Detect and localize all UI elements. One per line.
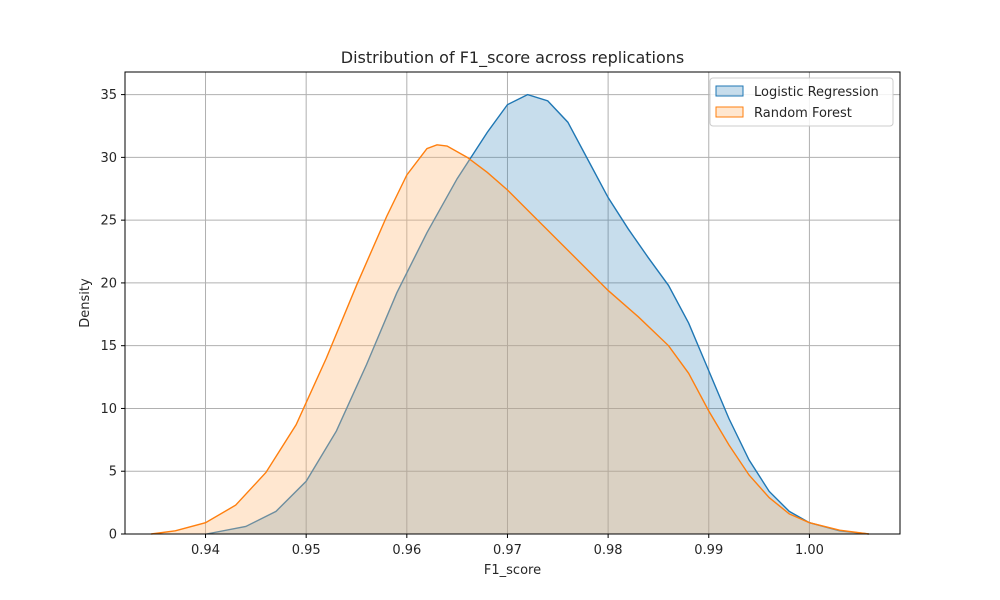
y-axis-label: Density	[78, 278, 93, 328]
legend-label-logistic-regression: Logistic Regression	[754, 85, 879, 100]
y-tick-label: 15	[100, 339, 117, 354]
chart-title: Distribution of F1_score across replicat…	[341, 48, 684, 68]
plot-frame	[124, 71, 901, 535]
grid	[125, 72, 900, 535]
x-tick-label: 0.94	[191, 543, 220, 558]
line-random-forest	[151, 144, 869, 535]
y-tick-label: 20	[100, 276, 117, 291]
x-tick-label: 0.98	[594, 543, 623, 558]
x-tick-label: 0.95	[292, 543, 321, 558]
y-tick-label: 5	[109, 465, 117, 480]
y-tick-label: 0	[109, 528, 117, 543]
legend-swatch-random-forest	[715, 106, 744, 118]
x-axis-ticks: 0.94 0.95 0.96 0.97 0.98 0.99 1.00	[191, 534, 824, 558]
legend: Logistic Regression Random Forest	[709, 77, 894, 127]
y-axis-ticks: 0 5 10 15 20 25 30 35	[100, 88, 125, 543]
area-random-forest	[151, 144, 869, 534]
line-logistic-regression	[206, 93, 869, 535]
x-tick-label: 0.96	[392, 543, 421, 558]
x-tick-label: 0.99	[694, 543, 723, 558]
y-tick-label: 10	[100, 402, 117, 417]
y-tick-label: 30	[100, 151, 117, 166]
y-tick-label: 25	[100, 214, 117, 229]
x-tick-label: 0.97	[493, 543, 522, 558]
x-axis-label: F1_score	[484, 563, 541, 578]
x-tick-label: 1.00	[795, 543, 824, 558]
area-logistic-regression	[206, 94, 869, 534]
y-tick-label: 35	[100, 88, 117, 103]
legend-swatch-logistic-regression	[715, 85, 744, 97]
series-layer	[151, 93, 869, 535]
legend-label-random-forest: Random Forest	[754, 106, 852, 121]
legend-box	[709, 77, 894, 127]
